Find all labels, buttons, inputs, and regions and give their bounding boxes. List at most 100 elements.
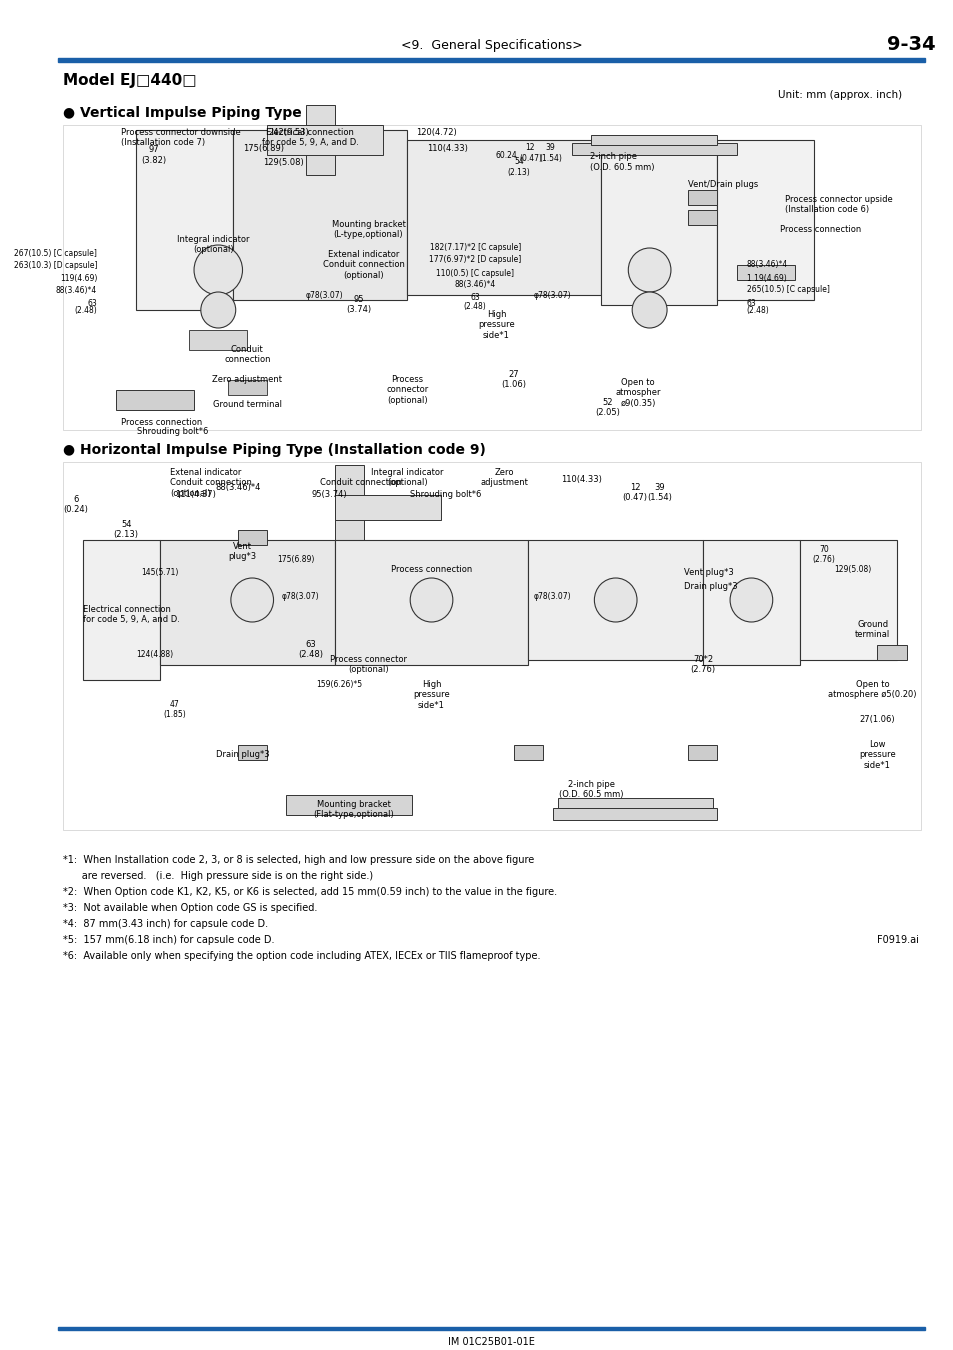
Bar xyxy=(572,143,736,155)
Circle shape xyxy=(231,578,274,622)
Text: Integral indicator
(optional): Integral indicator (optional) xyxy=(177,235,250,254)
Text: 63: 63 xyxy=(88,298,97,308)
Text: 54
(2.13): 54 (2.13) xyxy=(113,520,138,540)
Text: 111(4.37): 111(4.37) xyxy=(174,490,215,500)
Text: 88(3.46)*4: 88(3.46)*4 xyxy=(746,261,787,270)
Text: Process
connector
(optional): Process connector (optional) xyxy=(386,375,428,405)
Text: Extenal indicator
Conduit connection
(optional): Extenal indicator Conduit connection (op… xyxy=(322,250,404,279)
Bar xyxy=(189,329,247,350)
Bar xyxy=(237,531,267,545)
Bar xyxy=(267,126,383,155)
Text: 129(5.08): 129(5.08) xyxy=(263,158,303,166)
Text: *1:  When Installation code 2, 3, or 8 is selected, high and low pressure side o: *1: When Installation code 2, 3, or 8 is… xyxy=(63,855,534,865)
Text: 47
(1.85): 47 (1.85) xyxy=(163,701,186,720)
Text: Mounting bracket
(Flat-type,optional): Mounting bracket (Flat-type,optional) xyxy=(314,801,394,819)
Text: 39
(1.54): 39 (1.54) xyxy=(646,483,671,502)
Bar xyxy=(63,462,920,830)
Text: 265(10.5) [C capsule]: 265(10.5) [C capsule] xyxy=(746,285,828,294)
Text: 88(3.46)*4: 88(3.46)*4 xyxy=(56,285,97,294)
Text: φ78(3.07): φ78(3.07) xyxy=(306,290,343,300)
Text: 63: 63 xyxy=(470,293,479,302)
Text: *6:  Available only when specifying the option code including ATEX, IECEx or TII: *6: Available only when specifying the o… xyxy=(63,950,540,961)
Text: 63
(2.48): 63 (2.48) xyxy=(297,640,322,659)
Bar xyxy=(63,126,920,431)
Text: Zero adjustment: Zero adjustment xyxy=(213,375,282,383)
Bar xyxy=(116,390,193,410)
Text: φ78(3.07): φ78(3.07) xyxy=(534,593,571,601)
Bar xyxy=(237,745,267,760)
Text: Drain plug*3: Drain plug*3 xyxy=(215,751,269,759)
Circle shape xyxy=(729,578,772,622)
Text: 27
(1.06): 27 (1.06) xyxy=(501,370,526,389)
Circle shape xyxy=(628,248,670,292)
Text: High
pressure
side*1: High pressure side*1 xyxy=(477,310,515,340)
Text: 2-inch pipe
(O.D. 60.5 mm): 2-inch pipe (O.D. 60.5 mm) xyxy=(558,780,623,799)
Text: *2:  When Option code K1, K2, K5, or K6 is selected, add 15 mm(0.59 inch) to the: *2: When Option code K1, K2, K5, or K6 i… xyxy=(63,887,557,896)
Text: 175(6.89): 175(6.89) xyxy=(243,143,284,153)
Bar xyxy=(335,464,363,545)
Bar xyxy=(528,540,702,660)
Text: 88(3.46)*4: 88(3.46)*4 xyxy=(454,281,496,289)
Bar xyxy=(552,809,717,819)
Text: 12
(0.47): 12 (0.47) xyxy=(622,483,647,502)
Text: φ78(3.07): φ78(3.07) xyxy=(281,593,319,601)
Text: Unit: mm (approx. inch): Unit: mm (approx. inch) xyxy=(777,90,901,100)
Bar xyxy=(877,645,905,660)
Text: *3:  Not available when Option code GS is specified.: *3: Not available when Option code GS is… xyxy=(63,903,317,913)
Text: Ground
terminal: Ground terminal xyxy=(854,620,889,640)
Text: Electrical connection
for code 5, 9, A, and D.: Electrical connection for code 5, 9, A, … xyxy=(262,128,358,147)
Text: 124(4.88): 124(4.88) xyxy=(136,649,173,659)
Text: Ground terminal: Ground terminal xyxy=(213,400,281,409)
Text: 129(5.08): 129(5.08) xyxy=(834,566,871,574)
Text: 63: 63 xyxy=(746,298,756,308)
Text: 39
(1.54): 39 (1.54) xyxy=(538,143,561,163)
Text: ● Vertical Impulse Piping Type: ● Vertical Impulse Piping Type xyxy=(63,107,301,120)
Text: Shrouding bolt*6: Shrouding bolt*6 xyxy=(410,490,481,500)
Text: 110(0.5) [C capsule]: 110(0.5) [C capsule] xyxy=(436,269,514,278)
Bar xyxy=(228,379,267,396)
Text: Zero
adjustment: Zero adjustment xyxy=(479,468,528,487)
Text: 110(4.33): 110(4.33) xyxy=(427,143,468,153)
Text: 95(3.74): 95(3.74) xyxy=(312,490,347,500)
Text: 182(7.17)*2 [C capsule]: 182(7.17)*2 [C capsule] xyxy=(429,243,520,252)
Text: 6
(0.24): 6 (0.24) xyxy=(63,495,88,514)
Text: Process connection: Process connection xyxy=(391,566,472,574)
Text: 119(4.69): 119(4.69) xyxy=(60,274,97,282)
Text: 145(5.71): 145(5.71) xyxy=(141,568,178,576)
Text: 54
(2.13): 54 (2.13) xyxy=(507,158,530,177)
Text: 159(6.26)*5: 159(6.26)*5 xyxy=(316,680,362,688)
Text: Process connection: Process connection xyxy=(121,418,202,427)
Bar xyxy=(335,495,440,520)
Bar xyxy=(591,135,717,144)
Text: *4:  87 mm(3.43 inch) for capsule code D.: *4: 87 mm(3.43 inch) for capsule code D. xyxy=(63,919,268,929)
Text: *5:  157 mm(6.18 inch) for capsule code D.: *5: 157 mm(6.18 inch) for capsule code D… xyxy=(63,936,274,945)
Text: Vent/Drain plugs: Vent/Drain plugs xyxy=(688,180,758,189)
Text: 263(10.3) [D capsule]: 263(10.3) [D capsule] xyxy=(13,261,97,270)
Text: Process connection: Process connection xyxy=(780,225,861,234)
Text: 9-34: 9-34 xyxy=(886,35,935,54)
Circle shape xyxy=(410,578,453,622)
Text: Conduit
connection: Conduit connection xyxy=(224,346,271,365)
Bar xyxy=(557,798,712,809)
Bar xyxy=(799,540,896,660)
Text: Shrouding bolt*6: Shrouding bolt*6 xyxy=(137,427,208,436)
Text: Open to
atmosphere ø5(0.20): Open to atmosphere ø5(0.20) xyxy=(827,680,916,699)
Bar xyxy=(233,130,407,300)
Text: 12
(0.47): 12 (0.47) xyxy=(518,143,541,163)
Bar xyxy=(407,140,600,296)
Text: Drain plug*3: Drain plug*3 xyxy=(683,582,737,591)
Text: Integral indicator
(optional): Integral indicator (optional) xyxy=(371,468,443,487)
Text: are reversed.   (i.e.  High pressure side is on the right side.): are reversed. (i.e. High pressure side i… xyxy=(63,871,373,882)
Text: Process connector
(optional): Process connector (optional) xyxy=(330,655,407,675)
Text: Electrical connection
for code 5, 9, A, and D.: Electrical connection for code 5, 9, A, … xyxy=(83,605,179,625)
Text: 2-inch pipe
(O.D. 60.5 mm): 2-inch pipe (O.D. 60.5 mm) xyxy=(589,153,654,171)
Circle shape xyxy=(193,244,242,296)
Text: 1 19(4.69): 1 19(4.69) xyxy=(746,274,785,282)
Text: ● Horizontal Impulse Piping Type (Installation code 9): ● Horizontal Impulse Piping Type (Instal… xyxy=(63,443,485,458)
Circle shape xyxy=(594,578,637,622)
Bar xyxy=(702,540,799,666)
Text: Conduit connection: Conduit connection xyxy=(319,478,401,487)
Text: 60.24: 60.24 xyxy=(495,150,517,159)
Circle shape xyxy=(632,292,666,328)
Text: Process connector upside
(Installation code 6): Process connector upside (Installation c… xyxy=(784,194,892,215)
